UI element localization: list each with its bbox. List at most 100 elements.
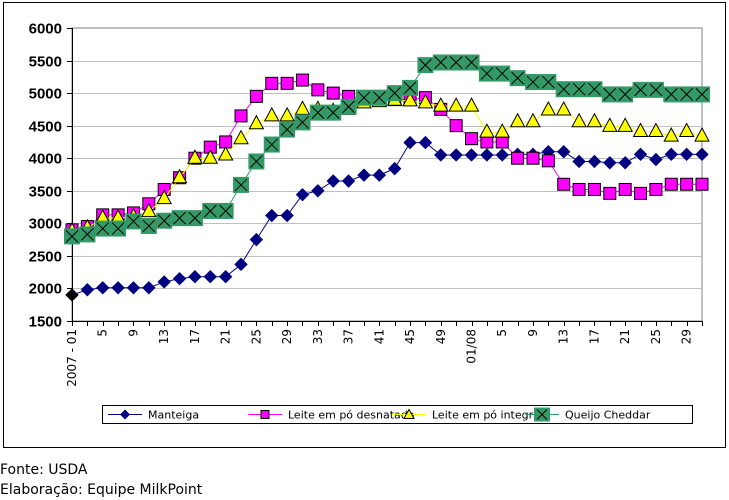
square-marker [326,86,340,100]
diamond-marker [464,148,479,162]
data-point [465,132,479,146]
diamond-marker [434,148,448,162]
data-point [587,182,601,196]
data-point [233,129,249,145]
gridlines [71,27,703,322]
x-stroke [326,106,340,119]
credit-note: Elaboração: Equipe MilkPoint [0,482,203,498]
square-marker [511,151,525,165]
data-point [479,123,495,138]
data-point [263,136,280,153]
triangle-marker [432,97,449,112]
data-point [449,119,463,133]
diamond-marker [218,270,233,284]
data-point [601,86,618,103]
x-tick-label: 2007 - 01 [65,329,79,387]
data-point [402,91,418,107]
diamond-marker [188,270,202,284]
x-stroke [664,88,678,101]
x-stroke [434,56,448,69]
diamond-marker [311,184,325,198]
data-point [509,70,526,87]
diamond-marker [96,281,110,295]
legend-diamond-icon [120,409,130,420]
data-point [279,121,296,138]
square-marker [280,76,294,90]
square-marker [526,151,540,165]
triangle-marker [233,129,249,145]
data-point [403,135,417,150]
data-point [217,202,234,219]
data-point [125,213,142,230]
x-stroke [372,91,386,105]
legend: Manteiga Leite em pó desnatado Leite em pó… [102,405,693,424]
triangle-marker [187,149,203,164]
data-point [202,149,219,164]
data-point [371,89,388,106]
data-point [633,147,648,162]
diamond-marker [572,154,586,169]
data-point [357,168,371,182]
x-stroke [157,214,171,228]
legend-entry: Leite em pó desnatado [248,409,415,422]
data-point [495,135,509,149]
square-marker [449,119,463,133]
legend-entry: Queijo Cheddar [525,407,651,422]
square-marker [465,132,479,146]
data-point [526,151,540,165]
footer: Fonte: USDA Elaboração: Equipe MilkPoint [0,460,202,500]
x-tick-label: 17 [587,329,601,344]
square-marker [480,135,494,149]
data-point [695,177,709,191]
legend-square-icon [260,410,270,419]
diamond-marker [157,275,171,289]
data-point [432,54,449,71]
square-marker [603,186,617,200]
y-tick-label: 2500 [29,249,62,266]
x-stroke [603,88,617,101]
data-point [217,145,234,161]
data-point [649,182,663,196]
series-layer [64,54,710,302]
x-tick-label: 9 [126,329,140,337]
square-marker [234,109,248,123]
data-point [647,81,664,98]
x-stroke [142,219,156,233]
x-stroke [203,204,217,218]
triangle-marker [694,127,710,142]
data-point [680,177,694,191]
data-point [511,151,525,165]
x-stroke [127,215,140,228]
data-point [649,152,663,167]
data-point [664,177,678,191]
data-point [540,100,557,116]
x-stroke [219,204,233,218]
x-tick-label: 13 [157,329,171,344]
data-point [234,109,248,123]
data-point [126,281,141,295]
x-axis: 2007 - 01 5 9 13 17 21 25 29 33 37 41 45 49 01/08 5 9 13… [65,321,703,387]
x-stroke [695,88,709,101]
x-stroke [173,211,186,225]
data-point [311,83,325,97]
x-tick-label: 41 [372,329,386,344]
data-point [648,122,664,138]
x-stroke [65,230,79,243]
data-point [94,220,111,237]
diamond-marker [387,161,402,176]
triangle-marker [509,112,526,128]
triangle-marker [202,149,219,164]
data-point [325,104,342,121]
x-tick-label: 5 [495,329,509,337]
x-stroke [280,123,294,136]
data-point [294,100,311,115]
triangle-marker [663,127,680,142]
data-point [265,76,279,90]
x-tick-label: 01/08 [465,329,479,364]
data-point [79,226,96,243]
data-point [218,270,233,284]
x-stroke [680,88,693,101]
y-tick-label: 3500 [29,184,62,201]
diamond-marker [449,148,463,162]
x-tick-label: 25 [249,329,263,344]
